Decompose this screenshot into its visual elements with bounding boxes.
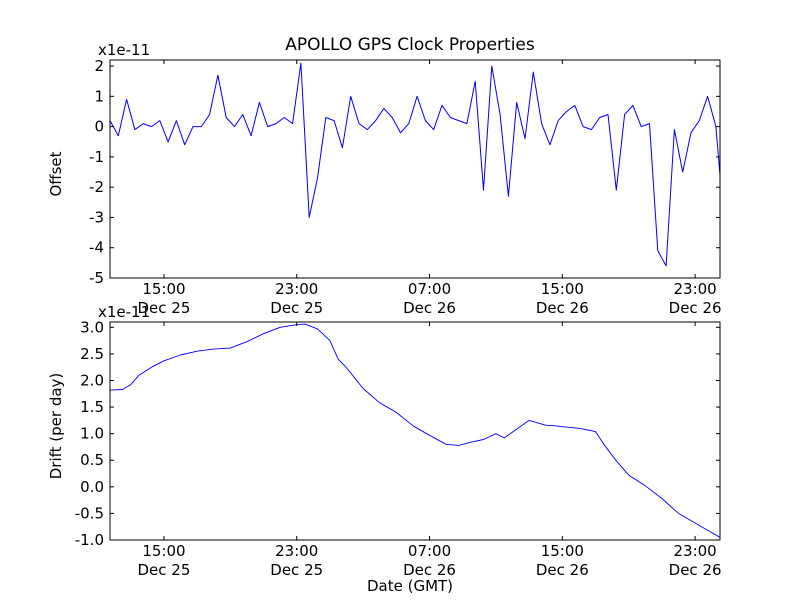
offset-y-tick-labels: -5 -4 -3 -2 -1 0 1 2 bbox=[89, 57, 104, 287]
offset-exponent-label: x1e-11 bbox=[98, 41, 150, 59]
offset-axes-frame bbox=[109, 59, 721, 279]
offset-series-0-path bbox=[109, 62, 721, 267]
drift-x-tick-label-0-1: Dec 25 bbox=[138, 561, 191, 579]
drift-x-tick-label-1-1: Dec 25 bbox=[270, 561, 323, 579]
drift-y-tick-label-3: 0.5 bbox=[80, 451, 104, 469]
drift-y-tick-label-0: -1.0 bbox=[75, 531, 104, 549]
drift-exponent-label: x1e-11 bbox=[98, 303, 150, 321]
offset-y-tick-label-2: -3 bbox=[89, 208, 104, 226]
drift-y-tick-label-2: 0.0 bbox=[80, 478, 104, 496]
drift-x-tick-label-1-0: 23:00 bbox=[275, 542, 318, 560]
offset-y-tick-label-0: -5 bbox=[89, 269, 104, 287]
drift-y-tick-label-5: 1.5 bbox=[80, 398, 104, 416]
drift-series-0-path bbox=[109, 323, 721, 538]
offset-y-tick-label-1: -4 bbox=[89, 239, 104, 257]
offset-y-tick-label-5: 0 bbox=[94, 118, 104, 136]
offset-y-tick-label-3: -2 bbox=[89, 178, 104, 196]
drift-y-tick-label-1: -0.5 bbox=[75, 504, 104, 522]
shared-x-axis-label: Date (GMT) bbox=[367, 577, 453, 595]
offset-x-tick-label-3-1: Dec 26 bbox=[536, 299, 589, 317]
offset-y-tick-label-6: 1 bbox=[94, 87, 104, 105]
offset-x-tick-label-0-1: Dec 25 bbox=[138, 299, 191, 317]
offset-x-tick-label-2-1: Dec 26 bbox=[403, 299, 456, 317]
drift-x-tick-label-0-0: 15:00 bbox=[142, 542, 185, 560]
offset-series-line bbox=[109, 62, 721, 267]
offset-x-tick-label-3-0: 15:00 bbox=[541, 280, 584, 298]
drift-tick-marks bbox=[110, 322, 720, 541]
drift-y-tick-label-4: 1.0 bbox=[80, 425, 104, 443]
offset-y-tick-label-4: -1 bbox=[89, 148, 104, 166]
offset-x-tick-label-1-1: Dec 25 bbox=[270, 299, 323, 317]
drift-x-tick-label-2-1: Dec 26 bbox=[403, 561, 456, 579]
drift-axes-frame bbox=[109, 321, 721, 541]
drift-y-tick-label-7: 2.5 bbox=[80, 345, 104, 363]
drift-y-axis-label: Drift (per day) bbox=[47, 373, 65, 480]
drift-x-tick-label-4-1: Dec 26 bbox=[669, 561, 722, 579]
drift-x-tick-label-2-0: 07:00 bbox=[408, 542, 451, 560]
offset-x-tick-label-2-0: 07:00 bbox=[408, 280, 451, 298]
offset-x-tick-label-0-0: 15:00 bbox=[142, 280, 185, 298]
drift-y-tick-label-6: 2.0 bbox=[80, 371, 104, 389]
drift-series-line bbox=[109, 323, 721, 538]
offset-x-tick-label-4-0: 23:00 bbox=[673, 280, 716, 298]
drift-y-tick-labels: -1.0 -0.5 0.0 0.5 1.0 1.5 2.0 2.5 3.0 bbox=[75, 318, 104, 549]
offset-tick-marks bbox=[110, 60, 720, 279]
offset-x-tick-label-4-1: Dec 26 bbox=[669, 299, 722, 317]
drift-y-tick-label-8: 3.0 bbox=[80, 318, 104, 336]
drift-x-tick-label-4-0: 23:00 bbox=[673, 542, 716, 560]
offset-y-tick-label-7: 2 bbox=[94, 57, 104, 75]
chart-title: APOLLO GPS Clock Properties bbox=[285, 35, 535, 55]
offset-y-axis-label: Offset bbox=[47, 151, 65, 196]
offset-x-tick-label-1-0: 23:00 bbox=[275, 280, 318, 298]
drift-x-tick-label-3-0: 15:00 bbox=[541, 542, 584, 560]
drift-x-tick-label-3-1: Dec 26 bbox=[536, 561, 589, 579]
